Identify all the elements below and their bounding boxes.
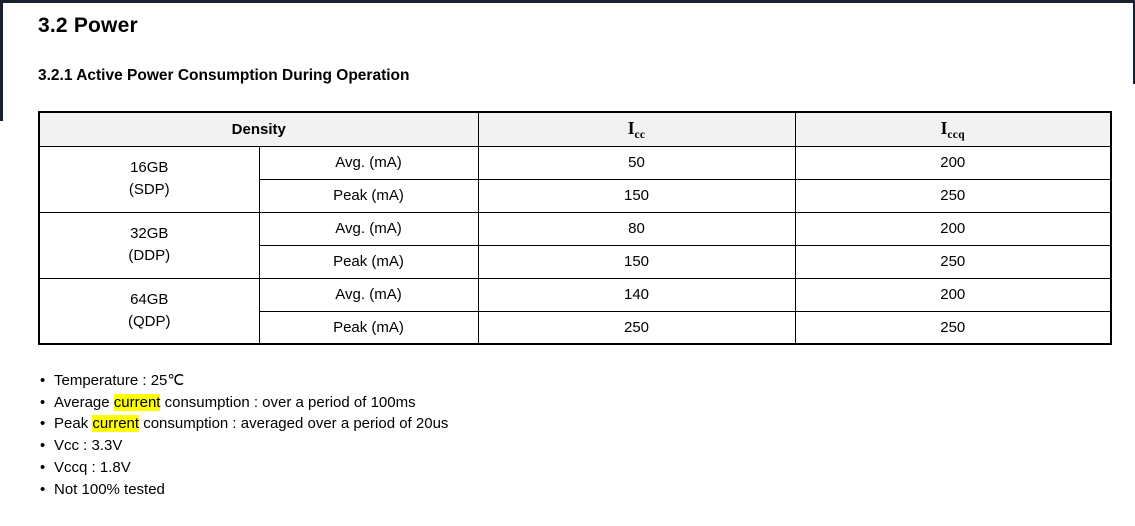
bullet-icon: • [40, 480, 46, 498]
note-vccq: • Vccq : 1.8V [38, 457, 1110, 479]
density-cell-16gb: 16GB (SDP) [38, 145, 260, 213]
page-left-edge [0, 0, 3, 121]
bullet-icon: • [40, 372, 46, 389]
icc-value-cell: 80 [477, 211, 796, 246]
note-peak-current: • Peak current consumption : averaged ove… [38, 413, 1110, 435]
metric-cell: Avg. (mA) [258, 145, 479, 180]
iccq-value-cell: 200 [794, 145, 1112, 180]
density-cell-32gb: 32GB (DDP) [38, 211, 260, 279]
table-row: Peak (mA) 250 250 [39, 310, 1112, 345]
page-top-edge [0, 0, 1135, 3]
metric-cell: Avg. (mA) [258, 277, 479, 312]
bullet-icon: • [40, 415, 46, 433]
bullet-icon: • [40, 437, 46, 455]
icc-value-cell: 150 [477, 178, 796, 213]
subsection-title: 3.2.1 Active Power Consumption During Op… [38, 67, 410, 84]
bullet-icon: • [40, 458, 46, 476]
icc-symbol: Icc [627, 117, 646, 141]
table-row: 32GB (DDP) Avg. (mA) 80 200 [38, 211, 1112, 279]
metric-cell: Peak (mA) [258, 178, 479, 213]
page-right-edge [1133, 0, 1135, 84]
power-consumption-table: Density Icc Iccq 16GB (SDP) Avg. (mA) 50 … [38, 111, 1112, 345]
iccq-symbol: Iccq [940, 117, 965, 141]
bullet-icon: • [40, 393, 46, 411]
icc-value-cell: 250 [477, 310, 796, 345]
document-page: 3.2 Power 3.2.1 Active Power Consumption… [38, 14, 1112, 500]
table-row: 64GB (QDP) Avg. (mA) 140 200 [38, 277, 1112, 345]
table-row: 16GB (SDP) Avg. (mA) 50 200 [38, 145, 1112, 213]
iccq-value-cell: 250 [794, 244, 1112, 279]
highlighted-text: current [92, 415, 140, 433]
iccq-value-cell: 250 [794, 310, 1112, 345]
section-title: 3.2 Power [38, 14, 138, 37]
highlighted-text: current [113, 393, 161, 411]
table-row: Peak (mA) 150 250 [39, 244, 1112, 279]
iccq-value-cell: 250 [794, 178, 1112, 213]
note-not-tested: • Not 100% tested [38, 479, 1110, 501]
header-icc: Icc [477, 111, 796, 147]
note-average-current: • Average current consumption : over a pe… [38, 392, 1110, 414]
header-iccq: Iccq [794, 111, 1112, 147]
density-cell-64gb: 64GB (QDP) [38, 277, 260, 345]
icc-value-cell: 50 [477, 145, 796, 180]
metric-cell: Peak (mA) [258, 244, 479, 279]
header-density: Density [38, 111, 479, 147]
note-vcc: • Vcc : 3.3V [38, 435, 1110, 457]
table-row: Peak (mA) 150 250 [39, 178, 1112, 213]
metric-cell: Peak (mA) [258, 310, 479, 345]
notes-list: • Temperature : 25℃ • Average current cons… [38, 370, 1110, 500]
table-header-row: Density Icc Iccq [38, 111, 1112, 147]
icc-value-cell: 140 [477, 277, 796, 312]
iccq-value-cell: 200 [794, 211, 1112, 246]
icc-value-cell: 150 [477, 244, 796, 279]
metric-cell: Avg. (mA) [258, 211, 479, 246]
note-temperature: • Temperature : 25℃ [38, 370, 1110, 392]
iccq-value-cell: 200 [794, 277, 1112, 312]
